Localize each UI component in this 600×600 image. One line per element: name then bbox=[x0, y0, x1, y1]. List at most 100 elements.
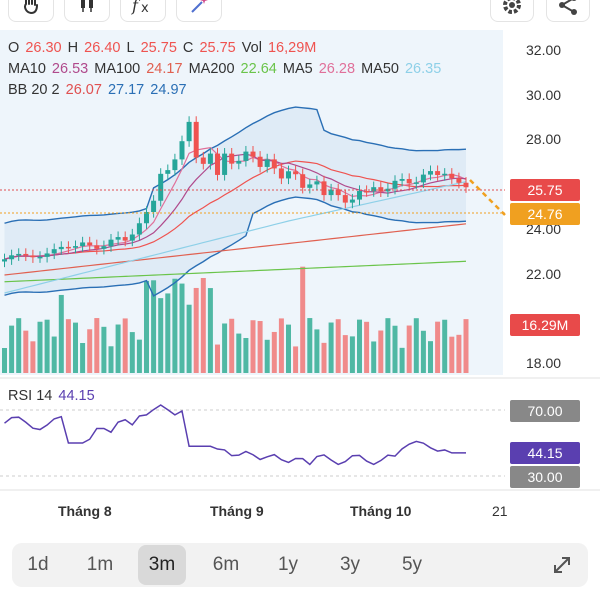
candle-body bbox=[151, 200, 157, 212]
range-button-5y[interactable]: 5y bbox=[401, 554, 423, 575]
range-button-3y[interactable]: 3y bbox=[339, 554, 361, 575]
volume-bar bbox=[271, 331, 277, 373]
candle-body bbox=[342, 195, 348, 203]
volume-bar bbox=[87, 329, 93, 373]
bollinger-middle-line bbox=[4, 160, 467, 260]
range-button-6m[interactable]: 6m bbox=[212, 554, 240, 575]
drawing-tools-button[interactable] bbox=[176, 0, 222, 22]
bb-lower-value: 24.97 bbox=[150, 82, 187, 98]
volume-bar bbox=[136, 339, 142, 373]
volume-bar bbox=[101, 326, 107, 373]
candle-body bbox=[243, 151, 249, 161]
volume-bar bbox=[243, 338, 249, 373]
bollinger-band-fill bbox=[4, 107, 466, 296]
rsi-label: RSI 14 bbox=[8, 388, 53, 404]
range-button-1m[interactable]: 1m bbox=[86, 554, 114, 575]
candle-body bbox=[328, 189, 334, 196]
volume-bar bbox=[51, 336, 57, 373]
bollinger-upper-line bbox=[4, 106, 467, 224]
volume-bar bbox=[172, 278, 178, 373]
candle-body bbox=[264, 159, 270, 167]
volume-bar bbox=[229, 318, 235, 373]
volume-bar bbox=[80, 343, 86, 373]
candle-body bbox=[300, 174, 306, 188]
volume-bar bbox=[250, 320, 256, 373]
candle-body bbox=[257, 156, 263, 167]
x-axis-label: 21 bbox=[492, 503, 508, 519]
range-button-1d[interactable]: 1d bbox=[27, 554, 49, 575]
candle-body bbox=[215, 153, 220, 175]
candle-body bbox=[144, 212, 149, 224]
candle-body bbox=[449, 173, 455, 179]
rsi-line bbox=[4, 404, 466, 466]
range-button-1y[interactable]: 1y bbox=[277, 554, 299, 575]
bollinger-lower-line bbox=[4, 196, 467, 297]
candle-body bbox=[158, 173, 164, 201]
candle-body bbox=[222, 153, 228, 175]
rsi-low-tag: 30.00 bbox=[510, 466, 580, 488]
svg-text:x: x bbox=[141, 1, 149, 16]
candle-body bbox=[101, 246, 107, 249]
chart-type-button[interactable] bbox=[64, 0, 110, 22]
candle-body bbox=[51, 249, 57, 254]
price-axis-label: 30.00 bbox=[526, 87, 562, 103]
close-value: 25.75 bbox=[199, 40, 236, 56]
volume-bar bbox=[342, 335, 348, 373]
volume-bar bbox=[335, 319, 341, 373]
bb-middle-value: 26.07 bbox=[65, 82, 102, 98]
candle-body bbox=[435, 171, 441, 176]
volume-bar bbox=[364, 321, 370, 373]
candlestick-icon bbox=[81, 0, 93, 12]
candle-body bbox=[186, 121, 192, 142]
x-axis-label: Tháng 10 bbox=[350, 503, 412, 519]
share-button[interactable] bbox=[546, 0, 590, 22]
ma50-value: 26.35 bbox=[404, 61, 442, 77]
candle-body bbox=[399, 179, 405, 181]
volume-bar bbox=[207, 288, 213, 373]
candle-body bbox=[335, 189, 341, 196]
volume-bar bbox=[300, 266, 306, 373]
volume-bar bbox=[307, 318, 313, 373]
volume-bar bbox=[158, 298, 164, 373]
close-label: C bbox=[182, 40, 194, 56]
rsi-legend: RSI 14 44.15 bbox=[8, 385, 97, 407]
candle-body bbox=[9, 255, 15, 260]
volume-bars bbox=[2, 266, 469, 373]
volume-bar bbox=[442, 319, 448, 373]
ma-legend: MA10 26.53 MA100 24.17 MA200 22.64 MA5 2… bbox=[8, 58, 443, 80]
fullscreen-button[interactable] bbox=[538, 543, 586, 587]
range-button-3m[interactable]: 3m bbox=[138, 545, 186, 585]
price-axis-label: 18.00 bbox=[526, 355, 562, 371]
candle-body bbox=[364, 191, 370, 193]
candle-body bbox=[65, 246, 71, 249]
volume-bar bbox=[144, 280, 149, 373]
candle-body bbox=[136, 223, 142, 235]
hand-tool-button[interactable] bbox=[8, 0, 54, 22]
volume-bar bbox=[463, 319, 469, 373]
ohlc-legend: O 26.30 H 26.40 L 25.75 C 25.75 Vol 16,2… bbox=[8, 37, 318, 59]
candle-body bbox=[73, 246, 78, 248]
open-value: 26.30 bbox=[25, 40, 62, 56]
volume-bar bbox=[193, 287, 199, 373]
candlesticks bbox=[2, 116, 469, 268]
price-axis-label: 32.00 bbox=[526, 42, 562, 58]
candle-body bbox=[23, 253, 29, 256]
volume-bar bbox=[222, 323, 228, 373]
settings-button[interactable] bbox=[490, 0, 534, 22]
volume-bar bbox=[264, 339, 270, 373]
volume-label: Vol bbox=[241, 40, 262, 56]
price-axis-label: 24.00 bbox=[526, 221, 562, 237]
volume-bar bbox=[94, 318, 100, 373]
ma10-line bbox=[4, 153, 467, 260]
price-axis-label: 28.00 bbox=[526, 131, 562, 147]
candle-body bbox=[207, 153, 213, 164]
ma100-line bbox=[4, 223, 467, 276]
candle-body bbox=[44, 253, 50, 257]
volume-bar bbox=[115, 324, 121, 373]
candle-body bbox=[349, 199, 355, 203]
volume-bar bbox=[428, 341, 433, 373]
candle-body bbox=[179, 141, 185, 160]
